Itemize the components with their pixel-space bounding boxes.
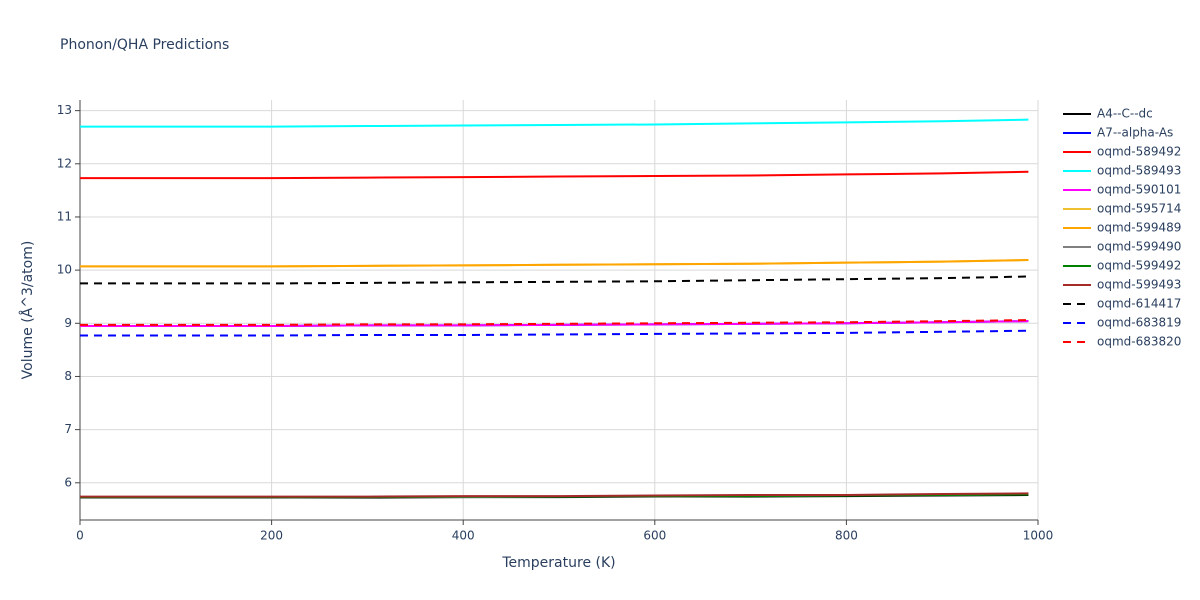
line-series [80,329,1029,337]
x-tick-label: 0 [76,529,84,543]
y-tick-label: 7 [64,422,72,436]
y-tick-label: 6 [64,475,72,489]
legend-label: oqmd-589492 [1097,145,1181,159]
line-series [80,320,1029,327]
line-series [80,492,1029,498]
y-tick-label: 8 [64,369,72,383]
x-tick-label: 200 [260,529,283,543]
chart-title: Phonon/QHA Predictions [60,37,229,53]
legend-label: oqmd-599489 [1097,221,1181,235]
legend-label: oqmd-599492 [1097,259,1181,273]
x-axis-title: Temperature (K) [501,555,615,571]
legend-label: oqmd-683819 [1097,316,1181,330]
x-tick-label: 800 [835,529,858,543]
y-tick-label: 11 [57,209,72,223]
legend-label: oqmd-614417 [1097,297,1181,311]
y-axis-title: Volume (Å^3/atom) [19,241,36,380]
legend-label: oqmd-589493 [1097,164,1181,178]
legend-label: oqmd-599490 [1097,240,1181,254]
x-tick-label: 1000 [1023,529,1054,543]
y-tick-label: 12 [57,156,72,170]
legend-label: oqmd-595714 [1097,202,1181,216]
y-tick-label: 9 [64,316,72,330]
legend-label: A4--C--dc [1097,107,1153,121]
y-tick-label: 13 [57,103,72,117]
x-tick-label: 400 [452,529,475,543]
line-series [80,275,1029,285]
x-tick-label: 600 [643,529,666,543]
legend-label: oqmd-590101 [1097,183,1181,197]
line-series [80,319,1029,326]
line-series [80,259,1029,268]
legend-label: A7--alpha-As [1097,126,1173,140]
line-series [80,170,1029,180]
legend-label: oqmd-683820 [1097,335,1181,349]
legend-label: oqmd-599493 [1097,278,1181,292]
y-tick-label: 10 [57,263,72,277]
line-series [80,118,1029,128]
